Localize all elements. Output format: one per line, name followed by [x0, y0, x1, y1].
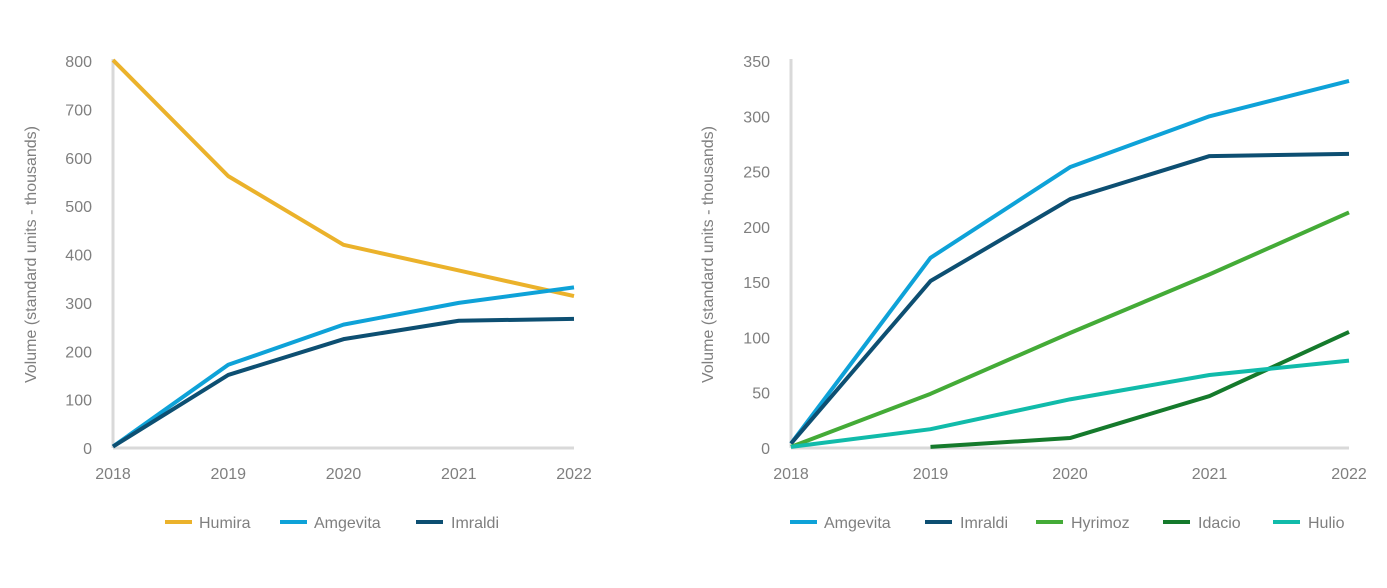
series-line-amgevita [789, 78, 1350, 445]
x-tick-label: 2019 [210, 466, 246, 483]
series-line-imraldi [111, 316, 575, 449]
y-tick-label: 150 [743, 275, 770, 292]
legend-label-amgevita: Amgevita [314, 515, 381, 532]
x-tick-label: 2021 [441, 466, 477, 483]
y-tick-label: 200 [743, 220, 770, 237]
y-tick-label: 0 [83, 441, 92, 458]
series-line-amgevita [111, 285, 575, 449]
legend-label-idacio: Idacio [1198, 515, 1241, 532]
series-line-imraldi [789, 151, 1350, 445]
series-line-hulio [790, 358, 1350, 449]
y-tick-label: 350 [743, 54, 770, 71]
y-tick-label: 200 [65, 344, 92, 361]
y-tick-label: 0 [761, 441, 770, 458]
y-tick-label: 800 [65, 54, 92, 71]
y-axis-title: Volume (standard units - thousands) [700, 126, 717, 383]
y-tick-label: 300 [743, 109, 770, 126]
x-tick-label: 2018 [95, 466, 131, 483]
x-tick-label: 2018 [773, 466, 809, 483]
chart-2: 0 50 100 150 200 250 300 350 2018 2019 2020 2021 202… [700, 54, 1367, 532]
y-tick-label: 250 [743, 165, 770, 182]
x-tick-label: 2021 [1192, 466, 1228, 483]
y-axis-title: Volume (standard units - thousands) [23, 126, 40, 383]
y-tick-label: 600 [65, 151, 92, 168]
y-tick-label: 50 [752, 386, 770, 403]
legend-label-hyrimoz: Hyrimoz [1071, 515, 1130, 532]
y-tick-label: 500 [65, 199, 92, 216]
x-tick-label: 2022 [556, 466, 592, 483]
y-tick-label: 100 [743, 330, 770, 347]
x-tick-label: 2022 [1331, 466, 1367, 483]
x-tick-label: 2020 [326, 466, 362, 483]
x-tick-label: 2019 [913, 466, 949, 483]
chart-1: 0 100 200 300 400 500 600 700 800 2018 2019 2020 202… [23, 54, 592, 532]
series-line-hyrimoz [790, 210, 1350, 449]
y-tick-label: 100 [65, 393, 92, 410]
legend-label-imraldi: Imraldi [451, 515, 499, 532]
y-tick-label: 400 [65, 248, 92, 265]
y-tick-label: 700 [65, 102, 92, 119]
series-line-humira [111, 58, 575, 299]
legend-label-hulio: Hulio [1308, 515, 1345, 532]
legend-label-amgevita: Amgevita [824, 515, 891, 532]
series-line-idacio [930, 330, 1350, 449]
y-tick-label: 300 [65, 296, 92, 313]
legend-label-humira: Humira [199, 515, 251, 532]
legend-label-imraldi: Imraldi [960, 515, 1008, 532]
x-tick-label: 2020 [1052, 466, 1088, 483]
